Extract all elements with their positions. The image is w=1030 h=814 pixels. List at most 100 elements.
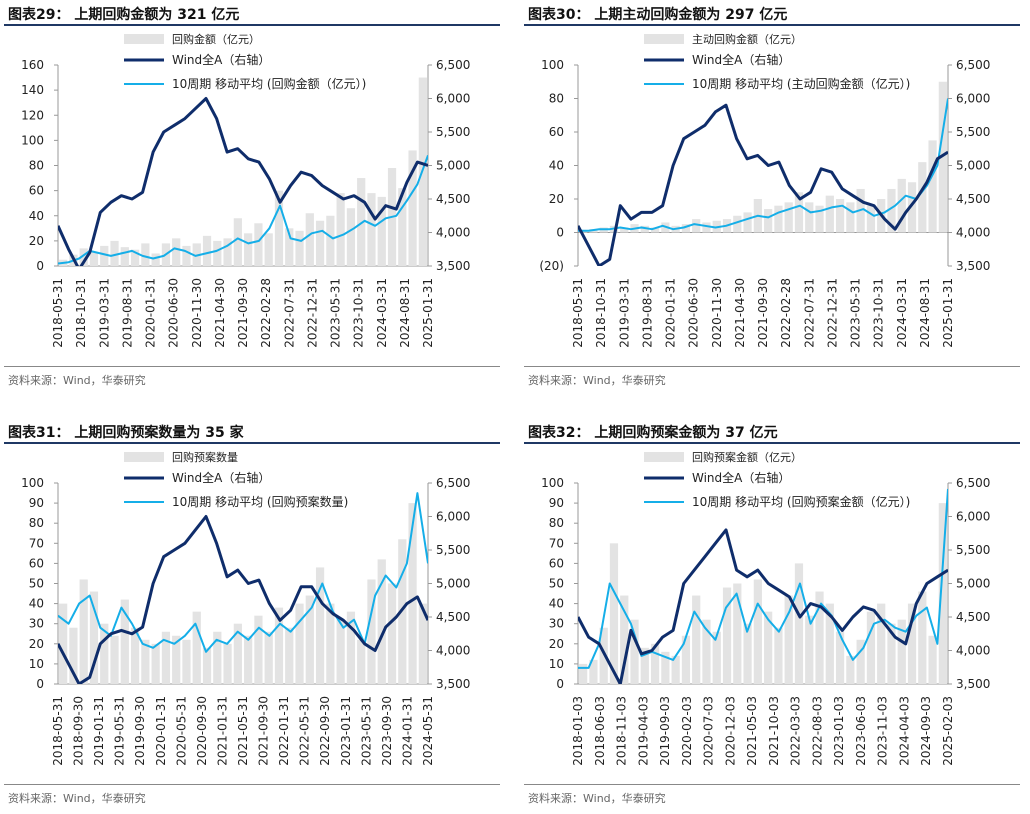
chart-30: (20) 0 20 40 60 80 100 3,500 4,000 4,500 5,000 5,50… <box>539 32 990 348</box>
left-axis-label: 80 <box>29 516 44 530</box>
bar <box>599 627 608 684</box>
bar <box>846 202 855 233</box>
bar <box>825 603 834 684</box>
bar <box>418 603 427 684</box>
bar <box>254 615 263 684</box>
left-axis-label: 30 <box>549 617 564 631</box>
bar <box>69 627 78 684</box>
bar <box>743 623 752 684</box>
bar <box>233 218 242 266</box>
left-axis-label: 100 <box>541 476 564 490</box>
x-axis-label: 2022-07-31 <box>802 278 816 348</box>
x-axis-label: 2020-07-03 <box>702 696 716 766</box>
bar <box>764 209 773 233</box>
right-axis-label: 4,000 <box>956 644 990 658</box>
left-axis-label: (20) <box>539 259 564 273</box>
x-axis-label: 2020-06-30 <box>687 278 701 348</box>
legend-label: 10周期 移动平均 (主动回购金额（亿元）) <box>692 76 910 91</box>
bar <box>784 595 793 684</box>
legend-label: Wind全A（右轴） <box>692 52 790 67</box>
x-axis-label: 2023-05-31 <box>359 696 373 766</box>
bar <box>712 631 721 684</box>
x-axis-label: 2018-05-31 <box>571 278 585 348</box>
bar <box>233 623 242 684</box>
x-axis-label: 2021-05-31 <box>236 696 250 766</box>
x-axis-label: 2018-05-31 <box>51 696 65 766</box>
right-axis-label: 3,500 <box>436 259 470 273</box>
bar <box>100 623 109 684</box>
left-axis-label: 100 <box>541 58 564 72</box>
title-underline <box>4 442 500 444</box>
bar <box>722 587 732 684</box>
left-axis-label: 80 <box>549 92 564 106</box>
chart-panel-29: 图表29： 上期回购金额为 321 亿元 0 20 40 60 80 100 120 140 1… <box>0 0 510 396</box>
bar <box>620 595 629 684</box>
bar <box>274 607 284 684</box>
x-axis-label: 2018-11-03 <box>615 696 629 766</box>
bar <box>805 615 814 684</box>
bar <box>856 639 865 684</box>
legend-label: Wind全A（右轴） <box>692 470 790 485</box>
left-axis-label: 50 <box>29 577 44 591</box>
right-axis-label: 5,500 <box>436 543 470 557</box>
x-axis-label: 2018-09-30 <box>72 696 86 766</box>
right-axis-label: 3,500 <box>956 259 990 273</box>
x-axis-label: 2018-06-03 <box>593 696 607 766</box>
bar <box>172 635 181 684</box>
left-axis-label: 40 <box>29 209 44 223</box>
bar <box>650 643 660 684</box>
legend-label: Wind全A（右轴） <box>172 470 270 485</box>
x-axis-label: 2019-03-31 <box>97 278 111 348</box>
x-axis-label: 2020-05-31 <box>174 696 188 766</box>
left-axis-label: 70 <box>29 536 44 550</box>
x-axis-label: 2024-08-31 <box>398 278 412 348</box>
bar <box>897 178 906 233</box>
left-axis-label: 60 <box>549 125 564 139</box>
x-axis-label: 2022-09-30 <box>318 696 332 766</box>
x-axis-label: 2020-01-31 <box>144 278 158 348</box>
right-axis-label: 6,500 <box>956 58 990 72</box>
bar <box>918 162 927 233</box>
bar <box>326 215 335 266</box>
x-axis-label: 2022-03-03 <box>789 696 803 766</box>
bar <box>846 655 855 684</box>
legend-label: 主动回购金额（亿元） <box>692 32 802 46</box>
bar <box>774 205 783 233</box>
right-axis-label: 6,000 <box>956 510 990 524</box>
x-axis-label: 2022-02-28 <box>779 278 793 348</box>
x-axis-label: 2018-01-03 <box>571 696 585 766</box>
legend-swatch-bar <box>644 452 684 462</box>
x-axis-label: 2020-06-30 <box>167 278 181 348</box>
bar <box>100 245 109 266</box>
series-line-moving-average <box>578 98 948 232</box>
source-note: 资料来源：Wind，华泰研究 <box>8 792 146 805</box>
bar <box>295 603 304 684</box>
bar <box>630 619 639 684</box>
bar <box>815 591 824 684</box>
right-axis-label: 5,000 <box>956 577 990 591</box>
legend-swatch-bar <box>124 34 164 44</box>
x-axis-label: 2022-08-03 <box>810 696 824 766</box>
bar <box>398 188 407 266</box>
bar <box>346 208 356 266</box>
bar <box>192 611 201 684</box>
bar <box>151 643 160 684</box>
bar <box>172 238 181 266</box>
right-axis-label: 6,500 <box>956 476 990 490</box>
left-axis-label: 90 <box>29 496 44 510</box>
bar <box>825 195 834 233</box>
bar <box>141 243 150 266</box>
left-axis-label: 60 <box>549 556 564 570</box>
bar <box>223 238 232 266</box>
right-axis-label: 5,500 <box>956 543 990 557</box>
bar <box>579 663 588 684</box>
x-axis-label: 2018-05-31 <box>51 278 65 348</box>
bar <box>202 647 212 684</box>
x-axis-label: 2025-02-03 <box>941 696 955 766</box>
right-axis-label: 4,500 <box>436 610 470 624</box>
legend-label: 10周期 移动平均 (回购金额（亿元）) <box>172 76 366 91</box>
x-axis-label: 2024-04-03 <box>897 696 911 766</box>
x-axis-label: 2023-05-31 <box>329 278 343 348</box>
left-axis-label: 0 <box>556 677 564 691</box>
right-axis-label: 3,500 <box>436 677 470 691</box>
